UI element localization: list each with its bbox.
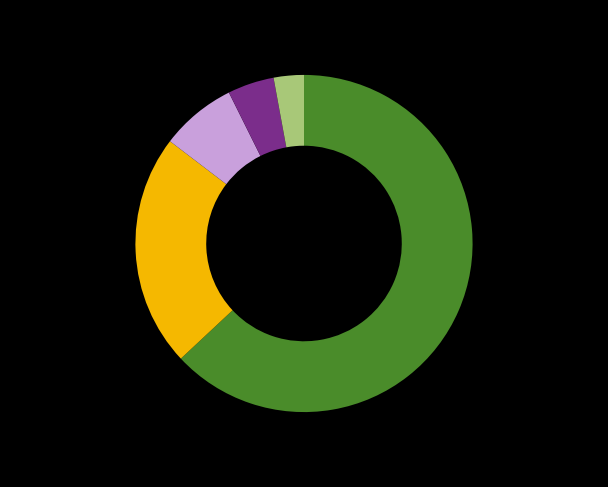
Wedge shape — [136, 141, 233, 358]
Wedge shape — [229, 78, 286, 156]
Wedge shape — [274, 75, 304, 148]
Wedge shape — [181, 75, 472, 412]
Wedge shape — [170, 93, 260, 184]
